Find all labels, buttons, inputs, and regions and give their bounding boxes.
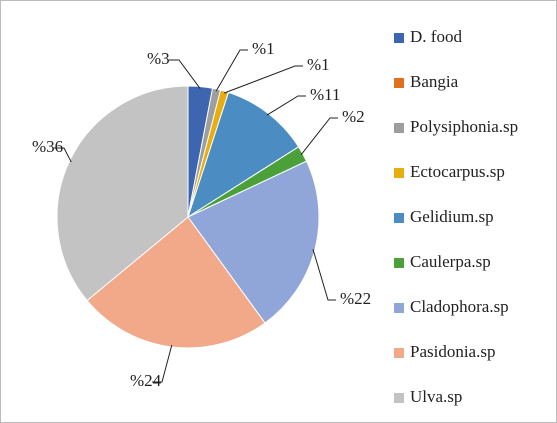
legend-label: Cladophora.sp — [410, 297, 509, 316]
data-label: %3 — [147, 49, 170, 68]
leader-line — [266, 95, 306, 116]
legend-label: Polysiphonia.sp — [410, 117, 518, 136]
legend-swatch — [394, 213, 404, 223]
legend-label: Pasidonia.sp — [410, 342, 495, 361]
legend-swatch — [394, 393, 404, 403]
legend-label: Ectocarpus.sp — [410, 162, 505, 181]
data-label: %2 — [342, 107, 365, 126]
leader-line — [300, 117, 338, 156]
data-label: %1 — [307, 55, 330, 74]
legend-label: Bangia — [410, 72, 459, 91]
legend-swatch — [394, 303, 404, 313]
data-label: %36 — [32, 137, 63, 156]
leader-line — [312, 248, 336, 301]
pie-slice — [187, 91, 300, 219]
legend-swatch — [394, 258, 404, 268]
leader-line — [169, 59, 201, 89]
data-label: %22 — [340, 289, 371, 308]
pie-slice — [187, 160, 320, 324]
legend-label: Gelidium.sp — [410, 207, 494, 226]
legend-label: Caulerpa.sp — [410, 252, 491, 271]
data-label: %1 — [252, 39, 275, 58]
data-label: %24 — [130, 371, 162, 390]
data-label: %11 — [310, 85, 341, 104]
legend-swatch — [394, 33, 404, 43]
legend-swatch — [394, 123, 404, 133]
legend-swatch — [394, 348, 404, 358]
leader-line — [152, 344, 173, 383]
leader-line — [215, 49, 248, 92]
leader-line — [223, 65, 303, 94]
legend-label: Ulva.sp — [410, 387, 462, 406]
legend-label: D. food — [410, 27, 462, 46]
legend-swatch — [394, 78, 404, 88]
pie-slice — [56, 85, 189, 302]
legend-swatch — [394, 168, 404, 178]
leader-line — [54, 147, 72, 163]
